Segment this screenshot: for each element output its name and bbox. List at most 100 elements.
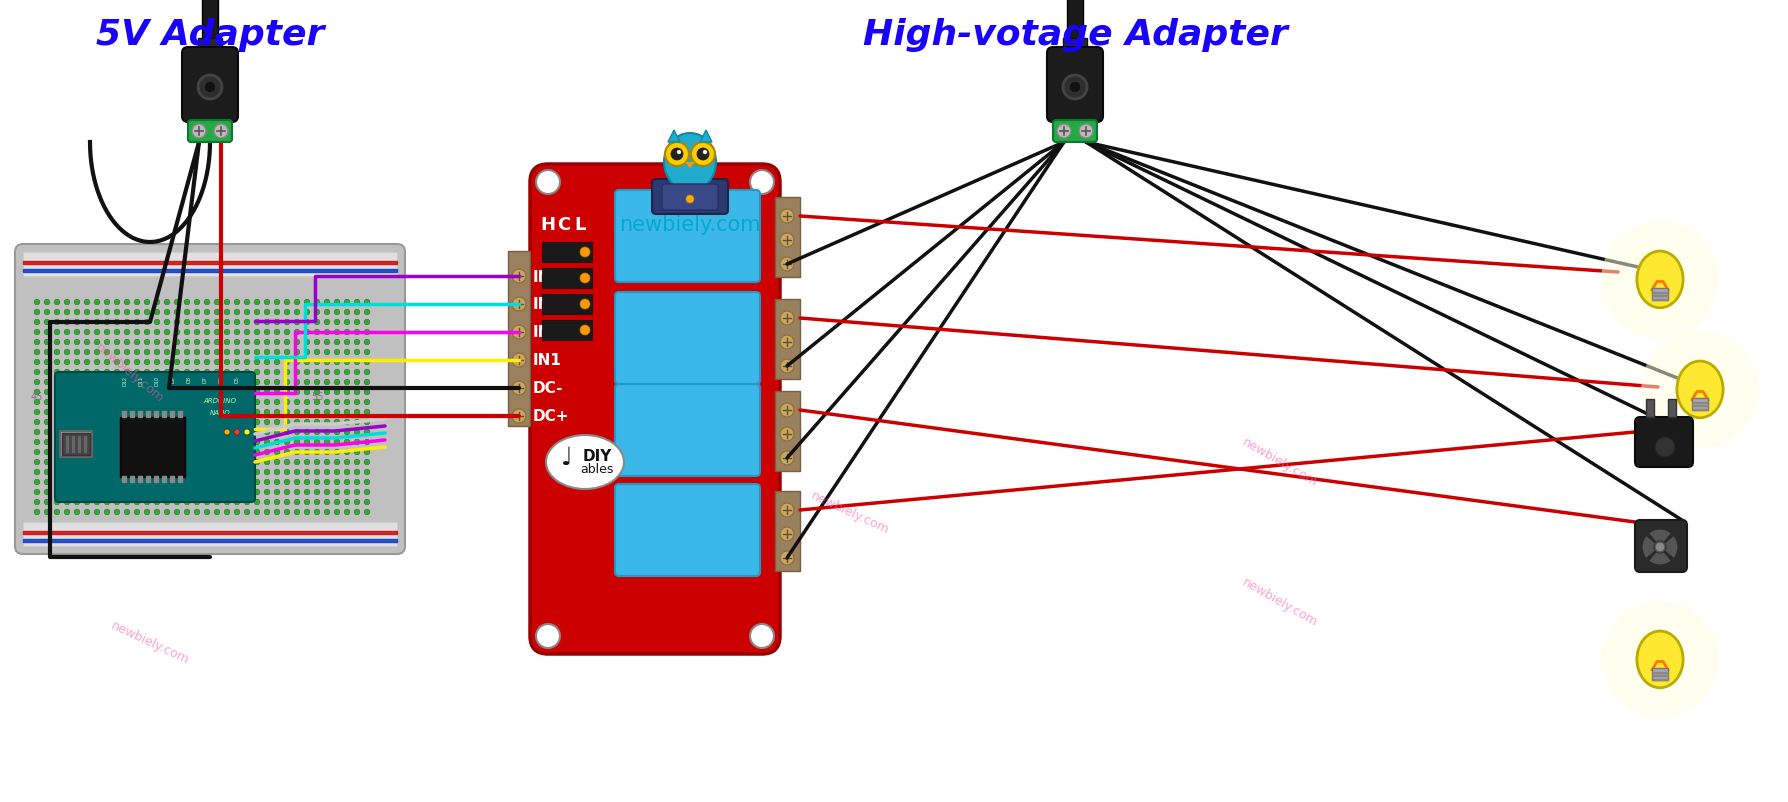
Circle shape — [134, 350, 139, 355]
Circle shape — [254, 470, 259, 476]
Circle shape — [324, 300, 329, 306]
Circle shape — [84, 300, 89, 306]
Circle shape — [354, 350, 359, 355]
Circle shape — [145, 430, 150, 435]
Circle shape — [34, 360, 39, 366]
Circle shape — [687, 196, 694, 204]
Circle shape — [34, 340, 39, 346]
Circle shape — [315, 320, 320, 326]
Circle shape — [45, 370, 50, 375]
Circle shape — [173, 480, 181, 485]
Circle shape — [304, 439, 309, 445]
Circle shape — [95, 320, 100, 326]
Circle shape — [164, 500, 170, 505]
Circle shape — [284, 419, 290, 425]
Bar — [64, 435, 70, 453]
Bar — [61, 431, 91, 457]
Circle shape — [265, 450, 270, 456]
Circle shape — [224, 509, 231, 515]
Circle shape — [254, 320, 259, 326]
Circle shape — [64, 390, 70, 395]
Circle shape — [173, 399, 181, 405]
Circle shape — [295, 489, 300, 495]
Circle shape — [95, 300, 100, 306]
Circle shape — [265, 370, 270, 375]
Circle shape — [64, 350, 70, 355]
Circle shape — [324, 500, 329, 505]
Circle shape — [184, 340, 190, 346]
Circle shape — [334, 460, 340, 465]
Circle shape — [365, 370, 370, 375]
Circle shape — [245, 360, 250, 366]
Circle shape — [334, 419, 340, 425]
Circle shape — [64, 320, 70, 326]
Circle shape — [284, 330, 290, 335]
Circle shape — [365, 390, 370, 395]
Circle shape — [365, 489, 370, 495]
Circle shape — [173, 439, 181, 445]
Circle shape — [1602, 601, 1718, 719]
Circle shape — [245, 310, 250, 315]
Circle shape — [224, 340, 231, 346]
Circle shape — [204, 450, 209, 456]
Circle shape — [95, 330, 100, 335]
Circle shape — [123, 439, 131, 445]
Circle shape — [134, 480, 139, 485]
Circle shape — [334, 509, 340, 515]
Circle shape — [164, 430, 170, 435]
Circle shape — [204, 480, 209, 485]
Circle shape — [215, 300, 220, 306]
Circle shape — [284, 340, 290, 346]
Circle shape — [84, 340, 89, 346]
Circle shape — [365, 310, 370, 315]
Circle shape — [224, 300, 231, 306]
Circle shape — [254, 430, 259, 435]
Circle shape — [123, 330, 131, 335]
Circle shape — [64, 379, 70, 385]
Circle shape — [104, 500, 109, 505]
Circle shape — [84, 419, 89, 425]
Circle shape — [84, 410, 89, 415]
Circle shape — [315, 410, 320, 415]
Circle shape — [195, 300, 200, 306]
Bar — [23, 539, 397, 542]
Circle shape — [334, 300, 340, 306]
Bar — [147, 476, 150, 482]
Circle shape — [234, 470, 240, 476]
Circle shape — [164, 360, 170, 366]
Circle shape — [195, 500, 200, 505]
Circle shape — [284, 489, 290, 495]
Circle shape — [34, 330, 39, 335]
Wedge shape — [1665, 536, 1677, 559]
Circle shape — [234, 350, 240, 355]
Circle shape — [265, 509, 270, 515]
Circle shape — [1656, 542, 1665, 553]
Circle shape — [354, 310, 359, 315]
Text: NANO: NANO — [209, 410, 231, 415]
Circle shape — [134, 450, 139, 456]
Bar — [72, 435, 75, 453]
Circle shape — [354, 300, 359, 306]
Circle shape — [173, 350, 181, 355]
Circle shape — [134, 509, 139, 515]
Circle shape — [254, 390, 259, 395]
Circle shape — [234, 300, 240, 306]
Circle shape — [304, 330, 309, 335]
Circle shape — [365, 330, 370, 335]
Circle shape — [234, 419, 240, 425]
Circle shape — [204, 500, 209, 505]
Circle shape — [154, 310, 159, 315]
Circle shape — [245, 500, 250, 505]
Circle shape — [195, 350, 200, 355]
Circle shape — [134, 379, 139, 385]
Circle shape — [73, 310, 80, 315]
Circle shape — [84, 439, 89, 445]
Circle shape — [354, 480, 359, 485]
Circle shape — [34, 410, 39, 415]
Circle shape — [95, 419, 100, 425]
Text: ARDUINO: ARDUINO — [204, 398, 236, 403]
Bar — [1691, 406, 1708, 407]
Circle shape — [345, 450, 350, 456]
Circle shape — [215, 410, 220, 415]
Circle shape — [104, 360, 109, 366]
